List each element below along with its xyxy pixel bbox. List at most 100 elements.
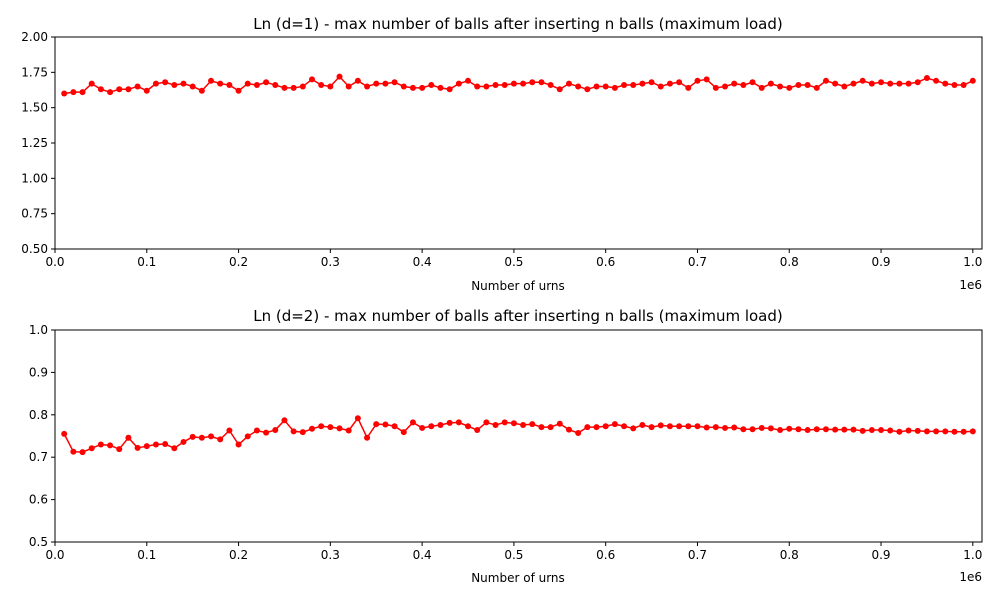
data-point [217,436,224,443]
y-tick-label: 0.8 [29,408,48,422]
data-point [345,427,352,434]
data-point [731,424,738,431]
x-tick-label: 0.1 [137,255,156,269]
data-point [253,82,260,89]
y-tick-label: 0.6 [29,493,48,507]
data-point [538,79,545,86]
data-point [409,419,416,426]
data-point [556,86,563,93]
data-point [217,80,224,87]
data-point [694,77,701,84]
data-point [850,80,857,87]
data-point [152,441,159,448]
data-point [896,80,903,87]
x-tick-label: 0.6 [596,548,615,562]
data-point [685,84,692,91]
data-point [694,423,701,430]
data-point [676,79,683,86]
data-point [951,82,958,89]
data-point [465,77,472,84]
data-point [373,80,380,87]
x-tick-label: 0.2 [229,255,248,269]
data-point [905,427,912,434]
data-point [299,83,306,90]
data-point [437,421,444,428]
data-point [253,427,260,434]
data-point [474,427,481,434]
chart-title-1: Ln (d=1) - max number of balls after ins… [253,15,783,33]
data-point [501,82,508,89]
data-point [272,82,279,89]
x-offset-label-1: 1e6 [959,278,982,292]
data-point [887,427,894,434]
data-point [822,426,829,433]
y-axis-2: 0.5 0.6 0.7 0.8 0.9 1.0 [29,323,55,549]
data-point [666,80,673,87]
data-point [703,424,710,431]
data-point [905,80,912,87]
data-point [510,80,517,87]
x-tick-label: 1.0 [963,255,982,269]
data-point [88,80,95,87]
data-point [235,87,242,94]
data-point [446,419,453,426]
data-point [263,429,270,436]
data-point [354,415,361,422]
x-tick-label: 0.8 [780,255,799,269]
data-point [327,424,334,431]
data-point [538,424,545,431]
data-point [575,430,582,437]
data-point [437,84,444,91]
data-point [235,441,242,448]
data-point [758,84,765,91]
data-point [290,84,297,91]
data-point [107,89,114,96]
data-point [740,82,747,89]
x-axis-1: 0.0 0.1 0.2 0.3 0.4 0.5 0.6 0.7 0.8 0.9 1.0 [45,249,982,269]
x-tick-label: 0.0 [45,255,64,269]
y-tick-label: 0.9 [29,365,48,379]
data-point [712,84,719,91]
data-point [198,434,205,441]
data-point [786,84,793,91]
data-point [107,442,114,449]
data-point [933,77,940,84]
x-tick-label: 0.0 [45,548,64,562]
x-tick-label: 0.2 [229,548,248,562]
data-point [391,423,398,430]
data-point [382,421,389,428]
data-point [354,77,361,84]
data-point [777,83,784,90]
data-point [722,424,729,431]
data-point [419,84,426,91]
x-tick-label: 1.0 [963,548,982,562]
data-point [841,83,848,90]
data-point [795,426,802,433]
data-point [272,427,279,434]
data-point [960,428,967,435]
data-point [125,434,132,441]
x-tick-label: 0.6 [596,255,615,269]
data-point [923,428,930,435]
data-point [593,424,600,431]
y-tick-label: 1.00 [21,171,48,185]
y-tick-label: 0.50 [21,242,48,256]
data-point [226,427,233,434]
data-point [116,446,123,453]
data-point [942,80,949,87]
data-point [942,428,949,435]
data-point [565,80,572,87]
data-point [850,426,857,433]
data-point [244,80,251,87]
data-point [171,445,178,452]
x-tick-label: 0.9 [871,548,890,562]
data-point [189,83,196,90]
data-point [602,83,609,90]
data-point [703,76,710,83]
data-point [621,82,628,89]
data-point [602,423,609,430]
data-point [960,82,967,89]
x-tick-label: 0.1 [137,548,156,562]
data-point [345,83,352,90]
